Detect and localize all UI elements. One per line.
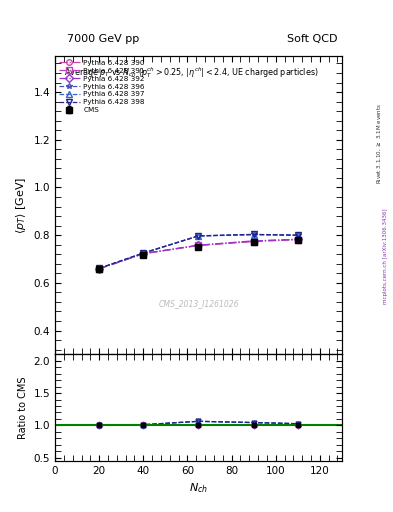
Pythia 6.428 397 (296, 232, 300, 239)
Line: Pythia 6.428 397: Pythia 6.428 397 (96, 232, 301, 271)
X-axis label: $N_{ch}$: $N_{ch}$ (189, 481, 208, 495)
Pythia 6.428 391 (296, 237, 300, 243)
Pythia 6.428 397 (97, 265, 101, 271)
Pythia 6.428 398 (251, 231, 256, 238)
Line: Pythia 6.428 392: Pythia 6.428 392 (96, 237, 301, 271)
Pythia 6.428 391 (141, 251, 146, 257)
Pythia 6.428 397 (251, 231, 256, 238)
Pythia 6.428 392 (251, 238, 256, 244)
Text: Rivet 3.1.10, $\geq$ 3.1M events: Rivet 3.1.10, $\geq$ 3.1M events (375, 103, 383, 184)
Legend: Pythia 6.428 390, Pythia 6.428 391, Pythia 6.428 392, Pythia 6.428 396, Pythia 6: Pythia 6.428 390, Pythia 6.428 391, Pyth… (57, 58, 146, 115)
Pythia 6.428 396 (97, 265, 101, 271)
Pythia 6.428 390 (196, 242, 201, 248)
Pythia 6.428 397 (196, 233, 201, 239)
Text: Average $p_T$ vs $N_{ch}$ ($p_T^{ch}>0.25$, $|\eta^{ch}|<2.4$, UE charged partic: Average $p_T$ vs $N_{ch}$ ($p_T^{ch}>0.2… (64, 65, 318, 80)
Line: Pythia 6.428 390: Pythia 6.428 390 (96, 237, 301, 272)
Pythia 6.428 398 (97, 265, 101, 271)
Pythia 6.428 396 (141, 250, 146, 256)
Y-axis label: Ratio to CMS: Ratio to CMS (18, 376, 28, 439)
Text: Soft QCD: Soft QCD (288, 33, 338, 44)
Pythia 6.428 398 (296, 232, 300, 238)
Text: mcplots.cern.ch [arXiv:1306.3436]: mcplots.cern.ch [arXiv:1306.3436] (383, 208, 387, 304)
Y-axis label: $\langle p_T \rangle$ [GeV]: $\langle p_T \rangle$ [GeV] (14, 177, 28, 234)
Pythia 6.428 397 (141, 250, 146, 257)
Line: Pythia 6.428 396: Pythia 6.428 396 (96, 231, 301, 271)
Pythia 6.428 392 (296, 237, 300, 243)
Pythia 6.428 392 (141, 250, 146, 257)
Line: Pythia 6.428 391: Pythia 6.428 391 (96, 237, 301, 271)
Line: Pythia 6.428 398: Pythia 6.428 398 (96, 231, 301, 271)
Pythia 6.428 390 (141, 251, 146, 257)
Pythia 6.428 396 (251, 231, 256, 238)
Pythia 6.428 391 (97, 266, 101, 272)
Pythia 6.428 392 (196, 242, 201, 248)
Text: 7000 GeV pp: 7000 GeV pp (67, 33, 139, 44)
Pythia 6.428 391 (196, 242, 201, 248)
Pythia 6.428 390 (97, 266, 101, 272)
Pythia 6.428 398 (141, 250, 146, 256)
Pythia 6.428 398 (196, 233, 201, 239)
Pythia 6.428 391 (251, 239, 256, 245)
Pythia 6.428 396 (296, 232, 300, 238)
Pythia 6.428 396 (196, 233, 201, 239)
Pythia 6.428 390 (296, 236, 300, 242)
Pythia 6.428 392 (97, 265, 101, 271)
Text: CMS_2013_I1261026: CMS_2013_I1261026 (158, 299, 239, 308)
Pythia 6.428 390 (251, 238, 256, 244)
